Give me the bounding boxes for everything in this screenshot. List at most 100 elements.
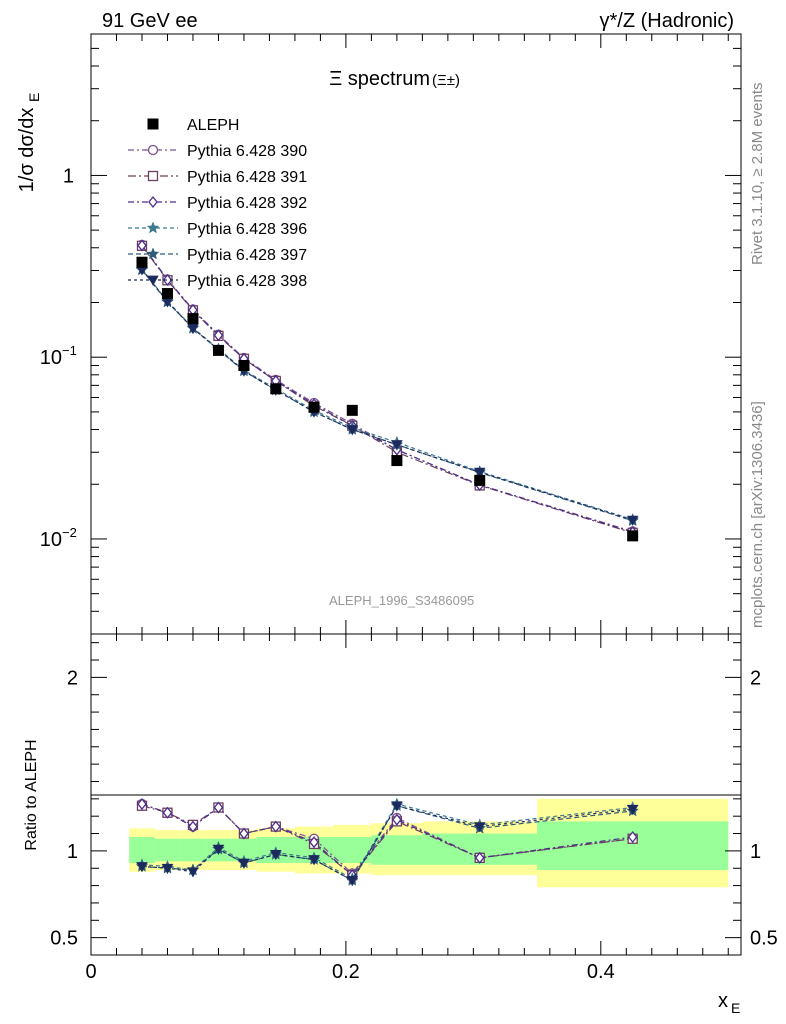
data-point (391, 455, 403, 467)
series-line (141, 245, 633, 534)
legend: ALEPH Pythia 6.428 390 Pythia 6.428 391 Pyt… (128, 117, 307, 290)
legend-label: Pythia 6.428 390 (187, 143, 307, 160)
main-ylabel-sub: E (26, 93, 42, 102)
ratio-ylabel: Ratio to ALEPH (23, 739, 40, 850)
legend-marker (146, 247, 160, 260)
ratio-band-inner (537, 821, 729, 870)
ratio-point (239, 827, 249, 840)
legend-label: Pythia 6.428 391 (187, 169, 307, 186)
ratio-point (137, 798, 147, 811)
data-point (136, 256, 148, 268)
data-point (308, 401, 320, 413)
data-point (346, 404, 358, 416)
legend-marker (147, 118, 159, 130)
ratio-y-tick-label: 1 (67, 841, 78, 863)
ratio-y-tick-label: 2 (67, 667, 78, 689)
series-point (162, 273, 173, 287)
series-point (213, 329, 224, 342)
legend-marker (148, 195, 158, 209)
ratio-point (238, 858, 250, 869)
ratio-point (270, 820, 281, 833)
legend-marker (146, 221, 160, 234)
ratio-point (161, 863, 174, 875)
data-point (187, 313, 199, 325)
series-point (137, 239, 147, 252)
ratio-line (141, 805, 633, 882)
ratio-point (626, 804, 639, 816)
rivet-label: Rivet 3.1.10, ≥ 2.8M events (749, 83, 766, 266)
legend-marker (147, 275, 159, 286)
y-tick-label: 1 (63, 165, 74, 187)
data-point (627, 530, 639, 542)
ratio-point (346, 875, 358, 887)
x-tick-label: 0 (85, 961, 96, 983)
main-data-points (136, 256, 639, 542)
main-y-tick-labels: 110−110−2 (40, 165, 77, 551)
series-line (141, 268, 633, 521)
legend-label: Pythia 6.428 392 (187, 195, 307, 212)
series-point (187, 324, 199, 335)
ratio-point (136, 862, 148, 873)
legend-label: Pythia 6.428 396 (187, 221, 307, 238)
ratio-band-inner (154, 838, 181, 862)
legend-label: Pythia 6.428 397 (187, 247, 307, 264)
ratio-ticks (90, 634, 741, 956)
ratio-point (309, 836, 319, 849)
series-point (474, 467, 486, 479)
header-right: γ*/Z (Hadronic) (600, 10, 734, 32)
y-tick-label: 10 (40, 347, 62, 369)
ratio-point (391, 801, 403, 812)
ratio-point (162, 806, 173, 819)
analysis-id: ALEPH_1996_S3486095 (329, 593, 474, 608)
ratio-point (392, 813, 402, 826)
series-line (141, 269, 633, 521)
ratio-band-inner (371, 835, 423, 865)
ratio-tick-labels: 0.5 0.5 1 1 2 2 0 0.2 0.4 (50, 667, 778, 983)
ratio-point (187, 867, 199, 878)
legend-marker (147, 144, 159, 156)
ratio-point (308, 855, 320, 866)
x-axis-label-sub: E (731, 1000, 740, 1016)
ratio-point (627, 830, 638, 844)
ratio-y-tick-label-right: 1 (750, 841, 761, 863)
series-point (391, 440, 403, 451)
ratio-point (474, 851, 485, 864)
x-axis-label: x (718, 990, 728, 1012)
ratio-band-inner (180, 838, 206, 862)
ratio-point (213, 801, 224, 814)
legend-label: Pythia 6.428 398 (187, 273, 307, 290)
chart-title: Ξ spectrum (329, 68, 430, 90)
data-point (474, 474, 486, 486)
y-tick-label-exponent: −2 (62, 525, 77, 540)
ratio-point (188, 820, 198, 833)
ratio-point (474, 822, 486, 833)
data-point (212, 344, 224, 356)
data-point (270, 383, 282, 395)
header-left: 91 GeV ee (102, 10, 198, 32)
ratio-point (212, 844, 225, 855)
ratio-band-inner (231, 838, 257, 862)
main-ylabel: 1/σ dσ/dx E (16, 93, 42, 193)
series-point (626, 515, 639, 526)
ratio-frame (90, 633, 742, 956)
chart-title-suffix: (Ξ±) (432, 72, 460, 89)
ratio-panel: 0.5 0.5 1 1 2 2 0 0.2 0.4 Ratio to ALEPH x E (23, 633, 778, 1016)
main-y-ticks (90, 33, 741, 635)
data-point (238, 360, 250, 372)
x-tick-label: 0.4 (587, 961, 615, 983)
x-tick-label: 0.2 (332, 961, 360, 983)
legend-marker (147, 170, 159, 182)
ratio-y-tick-label-right: 2 (750, 667, 761, 689)
y-tick-label: 10 (40, 529, 62, 551)
ratio-curves (135, 797, 640, 887)
data-point (161, 288, 173, 300)
series-point (346, 425, 358, 436)
main-panel: 110−110−2 Ξ spectrum (Ξ±) ALEPH_1996_S34… (16, 33, 742, 635)
main-ylabel-text: 1/σ dσ/dx (16, 108, 38, 193)
ratio-y-tick-label: 0.5 (50, 928, 78, 950)
ratio-y-tick-label-right: 0.5 (750, 928, 778, 950)
mcplots-label: mcplots.cern.ch [arXiv:1306.3436] (749, 401, 766, 628)
y-tick-label-exponent: −1 (62, 343, 77, 358)
series-line (141, 269, 633, 522)
